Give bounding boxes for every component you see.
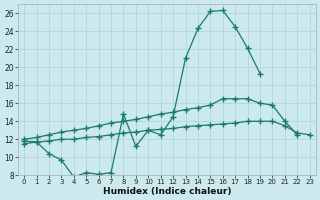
X-axis label: Humidex (Indice chaleur): Humidex (Indice chaleur) xyxy=(103,187,231,196)
